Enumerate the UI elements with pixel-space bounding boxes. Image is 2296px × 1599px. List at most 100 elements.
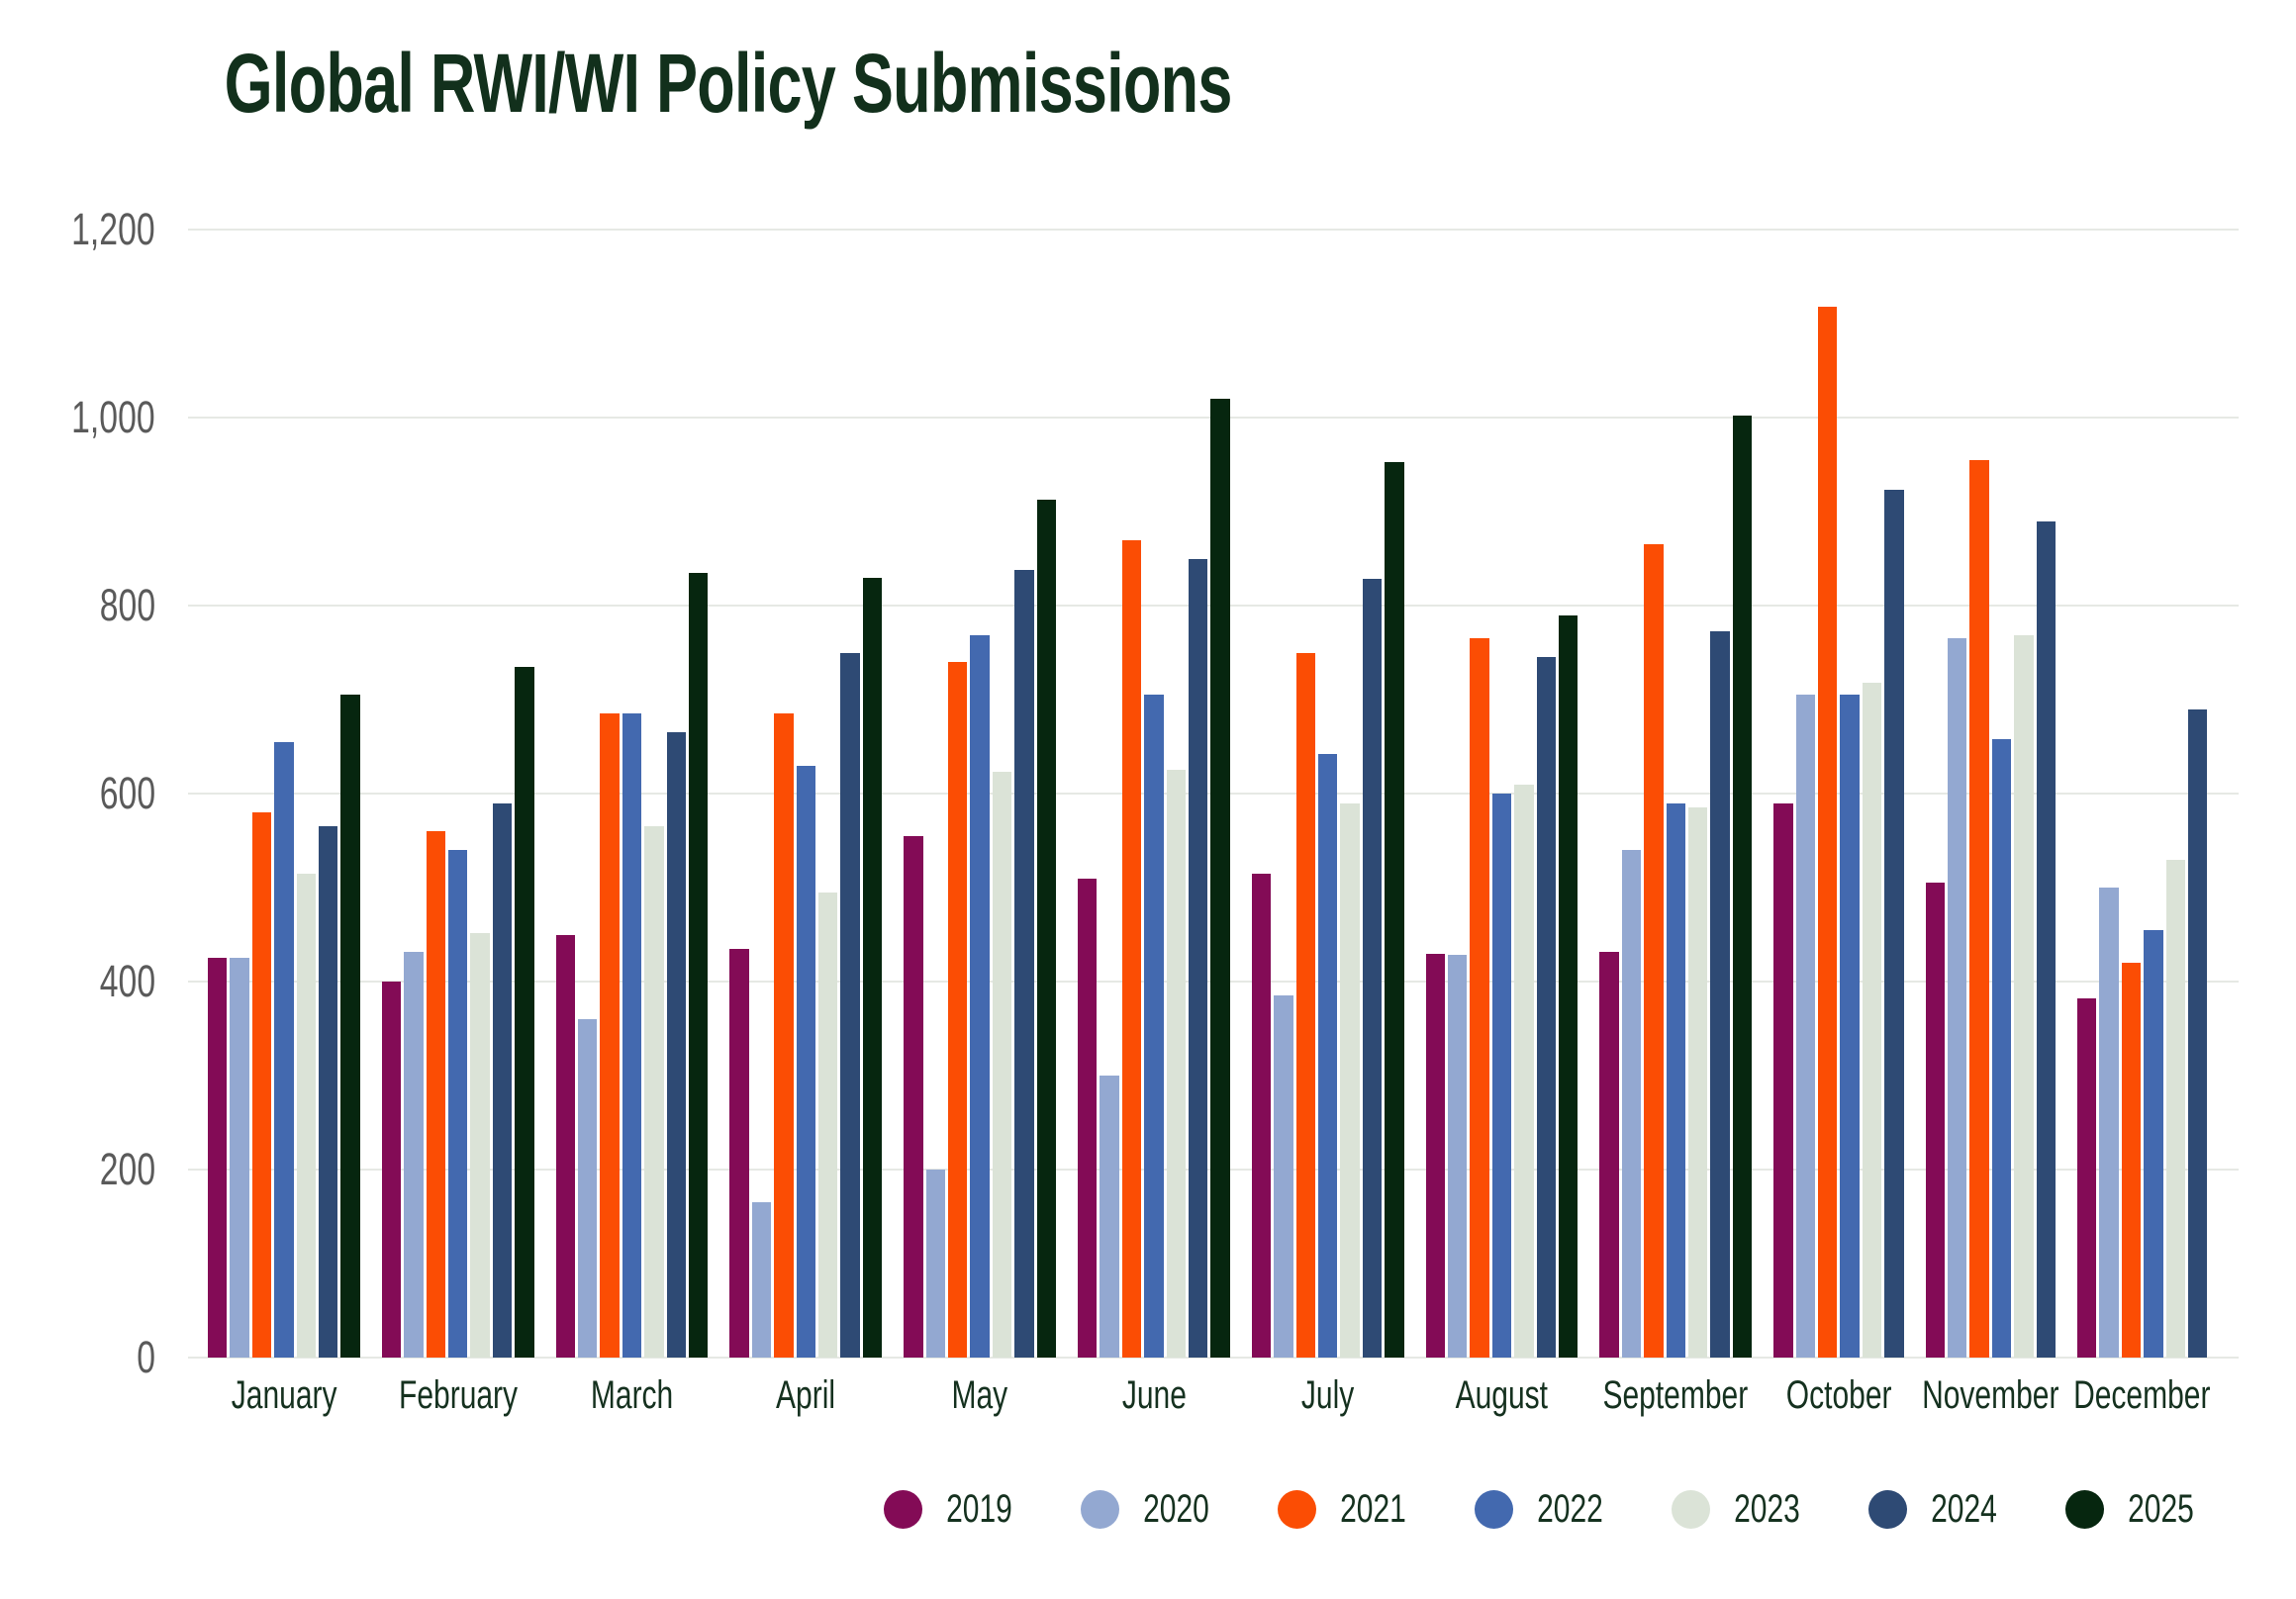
legend-item-2024: 2024 [1868, 1489, 2008, 1529]
bar-2021-february [426, 831, 445, 1358]
legend-label-text: 2019 [946, 1487, 1012, 1531]
bar-2021-may [948, 662, 968, 1358]
bar-2021-september [1644, 544, 1664, 1359]
bar-2025-august [1559, 614, 1578, 1358]
x-axis-label-text: July [1301, 1373, 1355, 1417]
bar-2024-may [1014, 569, 1034, 1358]
legend-label-2023: 2023 [1723, 1489, 1811, 1529]
x-axis-label-text: May [951, 1373, 1008, 1417]
x-axis-label-text: June [1121, 1373, 1187, 1417]
gridline-0 [188, 1357, 2239, 1359]
bar-2022-november [1991, 738, 2012, 1358]
bar-2021-august [1470, 638, 1489, 1359]
bar-2020-december [2099, 888, 2119, 1358]
bar-2021-july [1295, 652, 1315, 1358]
bar-2021-october [1818, 306, 1838, 1358]
x-axis-label-june: June [1005, 1375, 1302, 1415]
bar-2021-december [2121, 963, 2142, 1358]
bar-2023-october [1862, 682, 1882, 1358]
bar-2024-february [492, 802, 513, 1358]
bar-2020-september [1621, 850, 1642, 1358]
bar-2019-december [2077, 998, 2097, 1358]
bar-2023-june [1166, 770, 1186, 1359]
legend-label-text: 2024 [1931, 1487, 1997, 1531]
y-axis-tick-label-1200: 1,200 [0, 207, 155, 251]
legend-swatch-2023 [1672, 1489, 1711, 1529]
bar-2020-july [1274, 995, 1293, 1359]
legend-item-2021: 2021 [1278, 1489, 1417, 1529]
bar-2023-december [2165, 859, 2185, 1358]
bar-2019-april [729, 948, 749, 1359]
bar-2025-april [862, 577, 883, 1358]
y-axis-tick-text: 800 [99, 580, 155, 630]
gridline-1200 [188, 229, 2239, 231]
bar-2022-march [622, 713, 642, 1359]
bar-2020-january [230, 958, 249, 1359]
bar-2020-may [925, 1170, 945, 1358]
x-axis-label-text: November [1922, 1373, 2059, 1417]
bar-2020-february [404, 951, 424, 1358]
x-axis-label-january: January [136, 1375, 432, 1415]
bar-2024-june [1189, 558, 1208, 1358]
y-axis-tick-text: 1,000 [71, 392, 155, 442]
bar-2019-july [1251, 873, 1272, 1359]
x-axis-label-april: April [657, 1375, 954, 1415]
bar-2023-august [1514, 784, 1534, 1358]
bar-2019-september [1599, 951, 1619, 1358]
bar-2025-february [515, 666, 534, 1359]
bar-2019-november [1925, 883, 1945, 1359]
y-axis-tick-text: 400 [99, 956, 155, 1006]
x-axis-label-november: November [1842, 1375, 2139, 1415]
y-axis-tick-text: 1,200 [71, 204, 155, 254]
legend-label-2020: 2020 [1132, 1489, 1220, 1529]
chart-title-text: Global RWI/WI Policy Submissions [224, 37, 1233, 130]
legend-label-2019: 2019 [935, 1489, 1023, 1529]
bar-2019-february [381, 982, 402, 1358]
bar-2025-may [1036, 499, 1056, 1358]
chart-title: Global RWI/WI Policy Submissions [56, 36, 1399, 132]
y-axis-tick-text: 600 [99, 768, 155, 818]
y-axis-tick-label-800: 800 [0, 583, 155, 627]
x-axis-label-october: October [1690, 1375, 1987, 1415]
legend-swatch-2019 [884, 1489, 923, 1529]
bar-2019-march [555, 934, 575, 1358]
bar-2019-october [1773, 802, 1793, 1358]
x-axis-label-text: December [2073, 1373, 2211, 1417]
legend-label-2021: 2021 [1329, 1489, 1417, 1529]
x-axis-label-september: September [1527, 1375, 1824, 1415]
legend-item-2022: 2022 [1475, 1489, 1614, 1529]
bar-2021-november [1969, 459, 1989, 1359]
bar-2024-december [2188, 708, 2208, 1358]
legend-swatch-2022 [1475, 1489, 1514, 1529]
bar-2022-april [796, 765, 815, 1358]
bar-2023-july [1340, 802, 1360, 1358]
y-axis-tick-label-600: 600 [0, 771, 155, 815]
x-axis-label-text: January [231, 1373, 337, 1417]
bar-2021-april [774, 713, 794, 1359]
legend-swatch-2020 [1081, 1489, 1120, 1529]
x-axis-label-may: May [831, 1375, 1128, 1415]
x-axis-label-text: August [1455, 1373, 1549, 1417]
x-axis-label-march: March [484, 1375, 781, 1415]
legend-swatch-2025 [2065, 1489, 2105, 1529]
bar-2022-august [1491, 794, 1512, 1358]
bar-2023-november [2014, 635, 2034, 1358]
legend: 2019 2020 2021 2022 2023 2024 2025 [0, 1489, 2205, 1529]
bar-2020-october [1795, 695, 1815, 1359]
bar-2023-february [470, 932, 490, 1358]
x-axis-label-text: March [590, 1373, 674, 1417]
legend-item-2020: 2020 [1081, 1489, 1220, 1529]
x-axis-label-text: February [398, 1373, 518, 1417]
bar-2022-september [1666, 802, 1685, 1358]
bar-2025-january [340, 695, 360, 1359]
legend-swatch-2021 [1278, 1489, 1317, 1529]
y-axis-tick-label-1000: 1,000 [0, 395, 155, 439]
legend-label-2025: 2025 [2117, 1489, 2205, 1529]
legend-label-text: 2021 [1340, 1487, 1406, 1531]
legend-label-text: 2025 [2128, 1487, 2194, 1531]
bar-2024-august [1536, 657, 1556, 1359]
bar-2024-march [666, 732, 686, 1359]
legend-item-2025: 2025 [2065, 1489, 2205, 1529]
bar-2024-november [2036, 520, 2056, 1358]
